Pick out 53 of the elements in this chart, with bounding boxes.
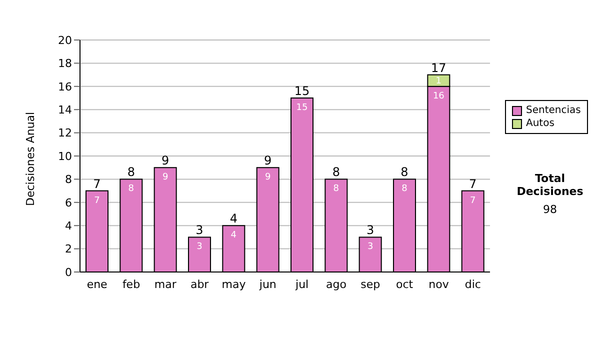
data-label: 1 — [436, 76, 442, 87]
x-tick-label: nov — [428, 278, 450, 291]
x-tick-label: sep — [360, 278, 380, 291]
x-tick-label: may — [222, 278, 246, 291]
total-label: 8 — [400, 165, 408, 180]
y-tick-label: 6 — [65, 196, 72, 210]
data-label: 7 — [470, 196, 476, 206]
data-label: 8 — [128, 184, 134, 194]
legend-label: Sentencias — [526, 104, 581, 117]
y-tick-label: 8 — [65, 173, 72, 186]
y-tick-label: 0 — [65, 266, 72, 279]
x-tick-label: dic — [464, 278, 481, 291]
total-label: 17 — [431, 60, 446, 75]
total-label: 7 — [469, 176, 477, 191]
total-label: 3 — [196, 223, 204, 238]
x-tick-label: ago — [326, 278, 347, 291]
total-label: 9 — [162, 154, 170, 168]
y-tick-label: 10 — [58, 150, 72, 163]
total-label: 3 — [366, 223, 374, 238]
data-label: 3 — [196, 242, 202, 252]
total-label: 7 — [93, 176, 101, 191]
x-tick-label: oct — [396, 278, 414, 291]
y-tick-label: 16 — [58, 80, 72, 94]
x-tick-label: ene — [86, 278, 108, 291]
x-tick-label: jun — [258, 278, 276, 291]
data-label: 4 — [230, 230, 237, 241]
y-tick-label: 4 — [65, 220, 72, 233]
data-label: 9 — [264, 172, 271, 183]
x-tick-label: abr — [190, 278, 210, 291]
data-label: 3 — [367, 242, 374, 252]
x-tick-label: jul — [294, 278, 309, 291]
total-label: 15 — [294, 84, 310, 98]
y-tick-label: 14 — [58, 104, 72, 117]
legend-label: Autos — [526, 117, 554, 130]
y-tick-label: 12 — [58, 126, 72, 140]
total-label: 8 — [127, 165, 135, 180]
x-tick-label: feb — [122, 278, 140, 291]
data-label: 15 — [296, 103, 308, 113]
y-tick-label: 20 — [58, 34, 72, 47]
data-label: 8 — [333, 184, 340, 194]
data-label: 16 — [432, 91, 445, 102]
y-tick-label: 2 — [65, 242, 72, 256]
total-label: 8 — [332, 165, 340, 180]
data-label: 7 — [94, 196, 100, 206]
total-label: 9 — [264, 154, 272, 168]
x-tick-label: mar — [154, 278, 177, 291]
text: Total Decisiones — [516, 172, 584, 198]
y-tick-label: 18 — [58, 57, 72, 70]
text: 98 — [542, 203, 558, 216]
data-label: 8 — [402, 184, 408, 194]
total-label: 4 — [230, 212, 238, 226]
data-label: 9 — [162, 172, 168, 183]
y-axis-title: Decisiones Anual — [24, 112, 37, 206]
